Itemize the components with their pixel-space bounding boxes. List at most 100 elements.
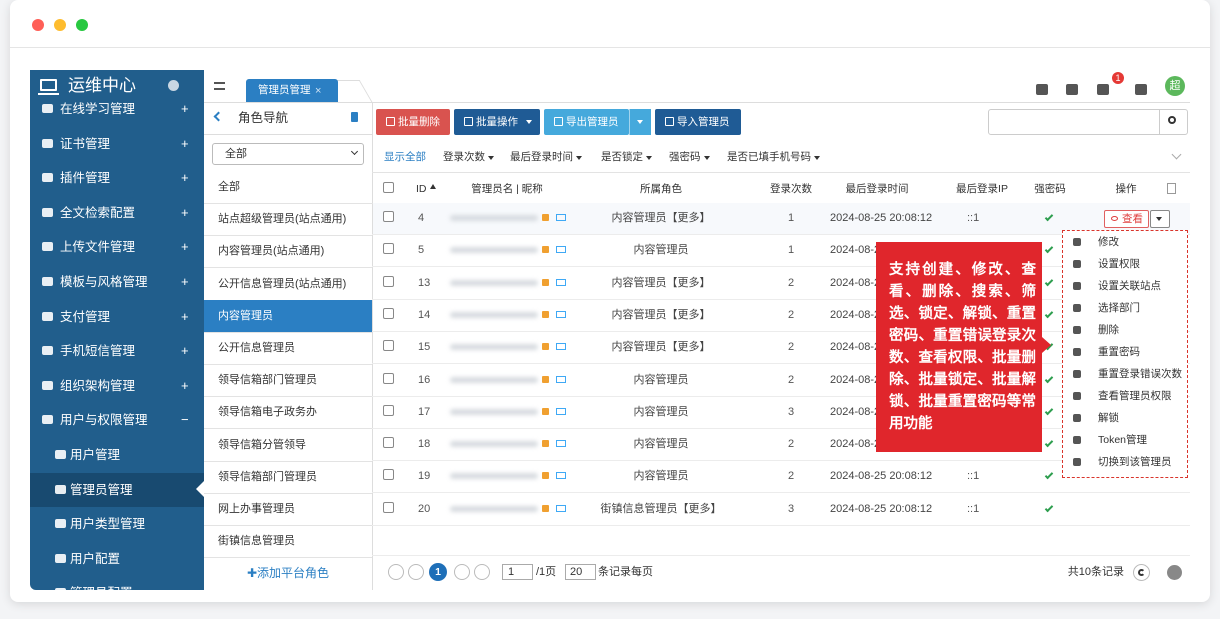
menu-item[interactable]: 模板与风格管理	[60, 275, 148, 289]
toolbar-button-label[interactable]: 批量删除	[398, 116, 440, 128]
cell-logins: 2	[787, 341, 795, 354]
menu-item[interactable]: 在线学习管理	[60, 102, 136, 116]
action-item[interactable]: 查看管理员权限	[1098, 390, 1172, 402]
toolbar-button[interactable]	[376, 109, 450, 135]
toolbar-button-label[interactable]: 批量操作	[476, 116, 518, 128]
cell-last-login: 2024-08-25 20:08:12	[830, 212, 933, 224]
action-item[interactable]: 设置权限	[1098, 258, 1140, 270]
menu-item[interactable]: 手机短信管理	[60, 344, 136, 359]
role-item[interactable]: 领导信箱电子政务办	[218, 406, 317, 419]
menu-item[interactable]: 管理员配置	[70, 583, 133, 590]
role-divider	[204, 492, 372, 494]
page-size-input[interactable]	[565, 564, 596, 580]
menu-item[interactable]: 上传文件管理	[60, 240, 136, 255]
checkbox[interactable]	[383, 243, 394, 255]
role-item[interactable]: 公开信息管理员	[218, 342, 295, 354]
role-item[interactable]: 内容管理员	[218, 309, 273, 322]
checkbox[interactable]	[383, 469, 394, 481]
action-item[interactable]: 删除	[1098, 324, 1119, 336]
filter[interactable]: 是否锁定	[601, 151, 643, 163]
action-item[interactable]: 修改	[1098, 236, 1119, 248]
filter[interactable]: 是否已填手机号码	[727, 151, 811, 163]
page-nav-button[interactable]	[454, 564, 470, 580]
topbar-icon[interactable]	[1066, 84, 1078, 95]
help-button[interactable]	[1167, 565, 1182, 580]
role-item[interactable]: 网上办事管理员	[218, 503, 295, 515]
role-item[interactable]: 公开信息管理员(站点通用)	[218, 277, 347, 290]
lock-icon	[542, 472, 549, 480]
checkbox[interactable]	[383, 182, 394, 193]
role-item[interactable]: 站点超级管理员(站点通用)	[218, 213, 347, 226]
action-item[interactable]: 设置关联站点	[1098, 280, 1161, 292]
page-current-label[interactable]: 1	[435, 566, 441, 578]
checkbox[interactable]	[383, 340, 394, 352]
filter[interactable]: 显示全部	[384, 151, 426, 163]
checkbox[interactable]	[383, 307, 394, 319]
pin-icon[interactable]	[351, 112, 358, 122]
action-item[interactable]: 切换到该管理员	[1098, 456, 1172, 468]
checkbox[interactable]	[383, 404, 394, 416]
filter[interactable]: 强密码	[669, 151, 701, 163]
checkbox[interactable]	[383, 437, 394, 449]
refresh-button[interactable]	[1133, 564, 1150, 581]
tab[interactable]	[246, 79, 338, 102]
filter[interactable]: 登录次数	[443, 151, 485, 163]
menu-item[interactable]: 用户与权限管理	[60, 413, 148, 428]
action-item[interactable]: 解锁	[1098, 412, 1119, 424]
toolbar-button[interactable]	[655, 109, 741, 135]
search-button[interactable]	[1159, 109, 1188, 135]
view-label[interactable]: 查看	[1122, 213, 1143, 225]
page-nav-button[interactable]	[388, 564, 404, 580]
menu-item[interactable]: 支付管理	[60, 309, 111, 324]
role-item[interactable]: 街镇信息管理员	[218, 535, 295, 548]
toolbar-button[interactable]	[544, 109, 629, 135]
role-item[interactable]: 全部	[218, 181, 240, 193]
menu-item[interactable]: 用户管理	[70, 448, 121, 462]
view-button[interactable]	[1104, 210, 1149, 228]
topbar-icon[interactable]	[1135, 84, 1147, 95]
action-item[interactable]: Token管理	[1098, 434, 1148, 446]
caret	[646, 156, 652, 160]
menu-item[interactable]: 插件管理	[60, 171, 111, 186]
menu-item[interactable]: 管理员管理	[70, 482, 133, 497]
checkbox[interactable]	[383, 275, 394, 287]
toolbar-button-label[interactable]: 导出管理员	[566, 116, 619, 128]
filter[interactable]: 最后登录时间	[510, 151, 573, 163]
tab-label[interactable]: 管理员管理	[258, 84, 311, 96]
role-divider	[204, 267, 372, 269]
page-nav-button[interactable]	[408, 564, 424, 580]
toolbar-button[interactable]	[454, 109, 540, 135]
checkbox[interactable]	[383, 372, 394, 384]
role-filter[interactable]	[212, 143, 364, 165]
action-item[interactable]: 重置密码	[1098, 346, 1140, 358]
topbar-icon[interactable]	[1097, 84, 1109, 95]
mail-icon	[556, 214, 566, 221]
menu-item[interactable]: 用户类型管理	[70, 517, 146, 532]
tab-close[interactable]: ×	[315, 85, 322, 97]
role-item[interactable]: 内容管理员(站点通用)	[218, 245, 325, 258]
column-settings[interactable]	[1167, 183, 1176, 194]
topbar-icon[interactable]	[1036, 84, 1048, 95]
page-current[interactable]	[429, 563, 447, 581]
role-item[interactable]: 领导信箱部门管理员	[218, 374, 317, 387]
checkbox[interactable]	[383, 211, 394, 222]
menu-item[interactable]: 用户配置	[70, 551, 121, 566]
checkbox[interactable]	[383, 501, 394, 513]
role-item[interactable]: 领导信箱部门管理员	[218, 470, 317, 483]
action-item[interactable]: 选择部门	[1098, 302, 1140, 314]
toolbar-button-label[interactable]: 导入管理员	[677, 116, 730, 128]
role-divider	[204, 557, 372, 559]
menu-item[interactable]: 全文检索配置	[60, 205, 136, 220]
action-item[interactable]: 重置登录错误次数	[1098, 368, 1182, 380]
search-input[interactable]	[988, 109, 1160, 135]
caret	[576, 156, 582, 160]
menu-item[interactable]: 组织架构管理	[60, 378, 136, 393]
page-nav-button[interactable]	[474, 564, 490, 580]
avatar[interactable]	[1165, 76, 1185, 96]
role-item[interactable]: 领导信箱分管领导	[218, 438, 306, 451]
page-input[interactable]	[502, 564, 533, 580]
active-pointer	[196, 481, 204, 497]
menu-item[interactable]: 证书管理	[60, 136, 111, 151]
add-role-button[interactable]: ✚添加平台角色	[246, 566, 330, 580]
title-separator	[10, 47, 1210, 48]
